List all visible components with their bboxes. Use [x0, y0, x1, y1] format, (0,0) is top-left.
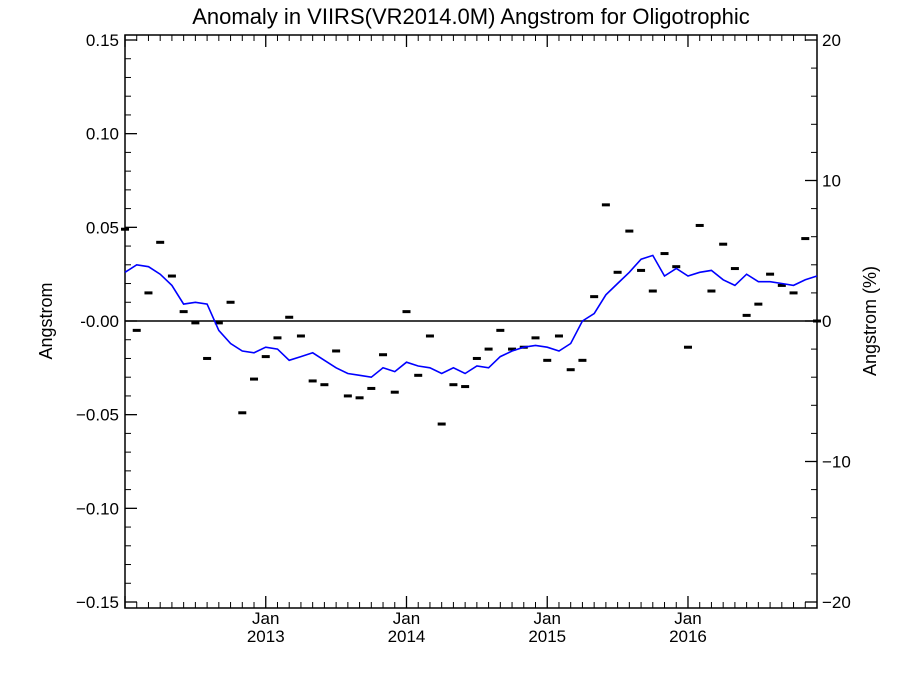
data-point	[132, 328, 141, 332]
y-axis-title: Angstrom	[36, 282, 56, 359]
y2-tick-label: 0	[822, 312, 831, 331]
data-point	[801, 237, 810, 241]
data-point	[637, 268, 646, 272]
data-point	[367, 386, 376, 390]
data-point	[508, 347, 517, 351]
data-point	[402, 310, 411, 314]
x-tick-label-month: Jan	[674, 609, 701, 628]
data-point	[813, 319, 821, 323]
data-point	[332, 349, 341, 353]
data-point	[379, 353, 388, 357]
data-point	[578, 358, 587, 362]
y2-tick-label: −20	[822, 593, 851, 612]
data-point	[167, 274, 176, 278]
y-tick-label: 0.15	[86, 31, 119, 50]
data-point	[707, 289, 716, 293]
data-point	[425, 334, 434, 338]
data-point	[660, 252, 669, 256]
data-point	[156, 240, 165, 244]
data-point	[613, 270, 622, 274]
data-point	[250, 377, 259, 381]
data-point	[766, 272, 775, 276]
chart-title: Anomaly in VIIRS(VR2014.0M) Angstrom for…	[192, 4, 750, 29]
y-tick-label: 0.05	[86, 218, 119, 237]
y-axis-right: 20 10 0 −10 −20	[805, 31, 851, 612]
y2-axis-title: Angstrom (%)	[860, 266, 880, 376]
y-tick-label: -0.00	[80, 312, 119, 331]
data-point	[144, 291, 153, 295]
data-point	[789, 291, 798, 295]
x-tick-label-year: 2016	[669, 627, 707, 646]
data-point	[203, 356, 212, 360]
data-point	[214, 321, 223, 325]
data-point	[461, 385, 470, 389]
data-point	[472, 356, 481, 360]
data-point	[261, 355, 270, 359]
data-point	[742, 313, 751, 317]
data-point	[754, 302, 763, 306]
y-tick-label: −0.10	[76, 499, 119, 518]
data-point	[449, 383, 458, 387]
smoothed-series	[124, 254, 818, 379]
data-point	[343, 394, 352, 398]
data-point	[437, 422, 446, 426]
x-tick-label-year: 2014	[388, 627, 426, 646]
data-point	[777, 283, 786, 287]
x-tick-label-year: 2013	[247, 627, 285, 646]
x-tick-label-month: Jan	[534, 609, 561, 628]
y2-tick-label: 10	[822, 172, 841, 191]
x-tick-label-month: Jan	[252, 609, 279, 628]
data-point	[273, 336, 282, 340]
y2-tick-label: −10	[822, 453, 851, 472]
data-point	[414, 373, 423, 377]
data-point	[566, 368, 575, 372]
data-point	[226, 300, 235, 304]
y2-tick-label: 20	[822, 31, 841, 50]
data-point	[695, 223, 704, 227]
data-point	[484, 347, 493, 351]
data-point	[355, 396, 364, 400]
data-point	[719, 242, 728, 246]
anomaly-markers	[121, 203, 821, 426]
data-point	[390, 390, 399, 394]
y-tick-label: −0.05	[76, 406, 119, 425]
y-tick-label: −0.15	[76, 593, 119, 612]
data-point	[285, 315, 294, 319]
data-point	[191, 321, 200, 325]
y-tick-label: 0.10	[86, 125, 119, 144]
data-point	[320, 383, 329, 387]
data-point	[590, 295, 599, 299]
x-tick-label-year: 2015	[528, 627, 566, 646]
data-point	[179, 310, 188, 314]
data-point	[543, 358, 552, 362]
series-line	[124, 254, 818, 379]
data-point	[672, 265, 681, 269]
data-point	[531, 336, 540, 340]
data-point	[308, 379, 317, 383]
data-point	[625, 229, 634, 233]
data-point	[648, 289, 657, 293]
y-axis-left: 0.15 0.10 0.05 -0.00 −0.05 −0.10 −0.15	[76, 31, 137, 612]
data-point	[296, 334, 305, 338]
data-point	[601, 203, 610, 207]
data-point	[238, 411, 247, 415]
data-point	[730, 267, 739, 271]
x-tick-label-month: Jan	[393, 609, 420, 628]
data-point	[554, 334, 563, 338]
data-point	[496, 328, 505, 332]
data-point	[121, 227, 129, 231]
data-point	[683, 345, 692, 349]
